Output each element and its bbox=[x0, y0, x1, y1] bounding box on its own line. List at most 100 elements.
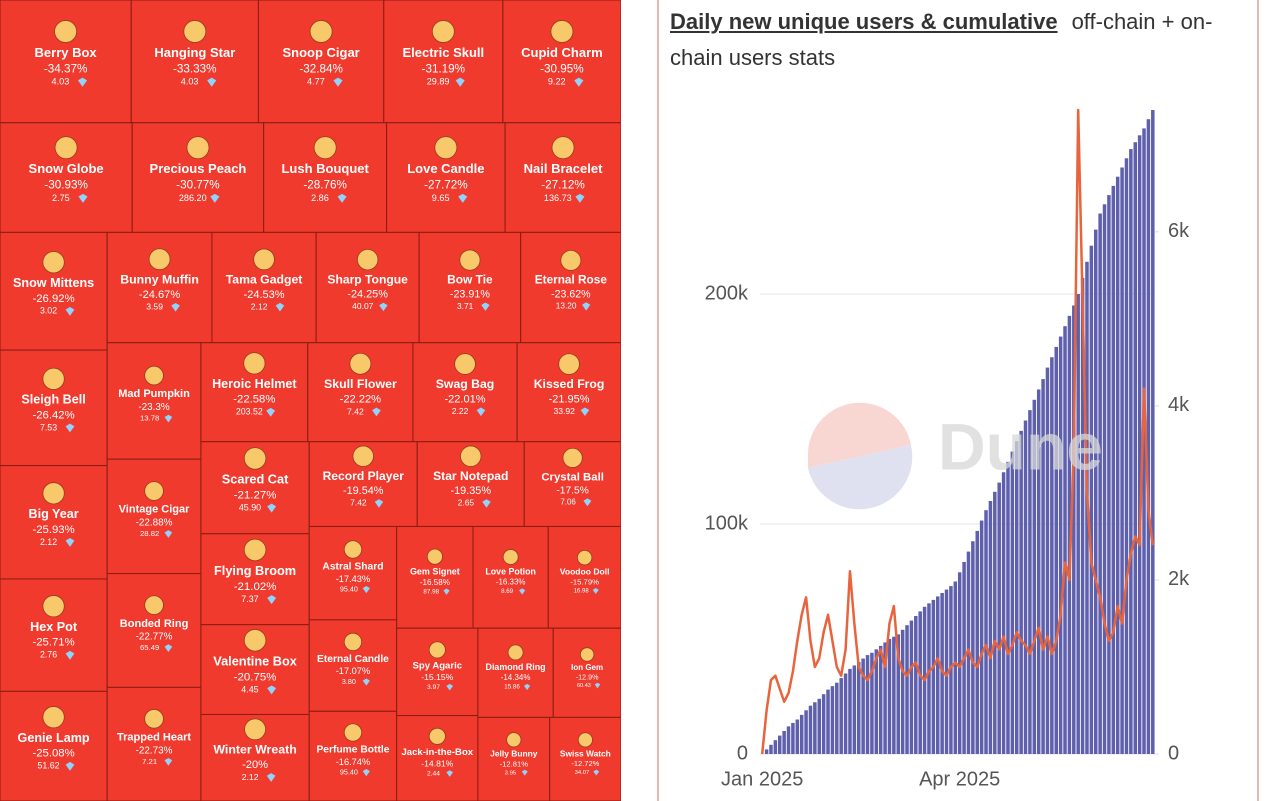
gift-name: Ion Gem bbox=[571, 663, 603, 672]
bar bbox=[865, 655, 870, 754]
gift-name: Astral Shard bbox=[322, 562, 383, 573]
gift-name: Snoop Cigar bbox=[282, 45, 359, 60]
gift-price: 2.86 bbox=[311, 193, 329, 203]
x-tick-label: Jan 2025 bbox=[721, 768, 803, 790]
gift-icon bbox=[506, 732, 522, 748]
gift-icon bbox=[343, 723, 363, 742]
gift-icon bbox=[144, 709, 164, 729]
tile bbox=[477, 716, 551, 801]
combo-chart: 0 100k 200k 0 2k 4k 6k Jan 2025 Apr 2025 Dune bbox=[705, 108, 1190, 790]
bar bbox=[782, 731, 786, 754]
gift-icon bbox=[144, 481, 164, 501]
price-diamond bbox=[267, 595, 277, 605]
bar bbox=[1041, 379, 1045, 754]
gift-change: -17.07% bbox=[336, 666, 370, 676]
bar bbox=[1093, 229, 1098, 755]
gift-icon bbox=[459, 249, 481, 271]
tile bbox=[200, 713, 310, 801]
gift-name: Diamond Ring bbox=[486, 662, 546, 672]
bar bbox=[1014, 441, 1019, 754]
gift-name: Scared Cat bbox=[222, 471, 289, 486]
price-diamond bbox=[77, 77, 88, 87]
gift-change: -27.12% bbox=[541, 178, 585, 191]
gift-name: Bow Tie bbox=[447, 273, 493, 287]
price-diamond bbox=[164, 757, 173, 766]
gift-icon bbox=[42, 251, 65, 274]
price-diamond bbox=[164, 414, 173, 423]
gift-name: Nail Bracelet bbox=[524, 161, 603, 176]
price-diamond bbox=[207, 77, 217, 87]
price-diamond bbox=[455, 77, 465, 87]
gift-price: 33.92 bbox=[553, 406, 575, 416]
bar bbox=[1142, 128, 1146, 754]
tile bbox=[106, 686, 202, 801]
price-diamond bbox=[580, 407, 590, 417]
tile bbox=[396, 525, 474, 629]
bar bbox=[953, 581, 958, 754]
gift-price: 7.53 bbox=[40, 422, 57, 432]
y2-tick-label: 2k bbox=[1168, 568, 1190, 590]
gift-icon bbox=[42, 482, 65, 505]
bar bbox=[878, 645, 883, 754]
bar bbox=[1098, 213, 1102, 754]
bar bbox=[848, 668, 852, 754]
price-diamond bbox=[446, 770, 454, 777]
price-diamond bbox=[521, 769, 528, 776]
treemap: Berry Box -34.37% 4.03 Hanging Star -33.33% 4… bbox=[0, 0, 621, 801]
watermark-logo bbox=[808, 402, 913, 510]
gift-name: Skull Flower bbox=[324, 377, 397, 391]
gift-name: Big Year bbox=[29, 507, 79, 521]
gift-price: 3.02 bbox=[40, 306, 57, 316]
tile bbox=[315, 231, 420, 344]
bar bbox=[843, 673, 848, 754]
gift-change: -25.08% bbox=[32, 748, 74, 760]
gift-name: Mad Pumpkin bbox=[118, 388, 190, 400]
price-diamond bbox=[575, 193, 585, 203]
chart-header: Daily new unique users & cumulative off-c… bbox=[670, 4, 1218, 76]
gift-change: -26.92% bbox=[32, 293, 74, 305]
gift-icon bbox=[356, 248, 379, 271]
gift-name: Precious Peach bbox=[150, 161, 247, 176]
gift-price: 4.77 bbox=[307, 77, 325, 87]
bar bbox=[1111, 185, 1116, 754]
gift-icon bbox=[577, 732, 593, 748]
gift-icon bbox=[243, 629, 267, 652]
gift-change: -22.77% bbox=[136, 632, 173, 643]
price-diamond bbox=[266, 407, 276, 417]
gift-icon bbox=[343, 540, 363, 559]
gift-icon bbox=[352, 445, 374, 467]
price-diamond bbox=[65, 423, 75, 433]
price-diamond bbox=[582, 302, 591, 311]
gift-price: 87.98 bbox=[423, 588, 439, 595]
gift-price: 15.86 bbox=[504, 684, 520, 691]
bar bbox=[1089, 245, 1094, 754]
price-diamond bbox=[337, 193, 347, 203]
gift-icon bbox=[243, 352, 266, 375]
bar bbox=[1058, 336, 1063, 754]
gift-change: -25.93% bbox=[32, 524, 74, 536]
gift-price: 29.89 bbox=[427, 77, 450, 87]
gift-icon bbox=[560, 249, 582, 271]
gift-icon bbox=[426, 548, 443, 565]
gift-change: -30.93% bbox=[44, 178, 88, 191]
gift-price: 3.59 bbox=[146, 302, 163, 312]
gift-icon bbox=[309, 20, 333, 43]
gift-change: -34.37% bbox=[44, 62, 88, 75]
bar bbox=[1045, 367, 1050, 754]
price-diamond bbox=[78, 193, 88, 203]
gift-change: -24.25% bbox=[347, 289, 388, 301]
gift-price: 2.44 bbox=[427, 770, 440, 777]
price-diamond bbox=[362, 678, 370, 686]
tile bbox=[472, 525, 549, 629]
price-diamond bbox=[164, 644, 173, 652]
y2-tick-label: 6k bbox=[1168, 220, 1190, 242]
bar bbox=[1028, 410, 1032, 754]
bar bbox=[835, 682, 839, 754]
bar bbox=[813, 702, 817, 754]
price-diamond bbox=[458, 193, 468, 203]
price-diamond bbox=[362, 769, 370, 777]
price-diamond bbox=[164, 530, 173, 538]
gift-price: 51.62 bbox=[38, 761, 60, 771]
bar bbox=[914, 616, 918, 754]
